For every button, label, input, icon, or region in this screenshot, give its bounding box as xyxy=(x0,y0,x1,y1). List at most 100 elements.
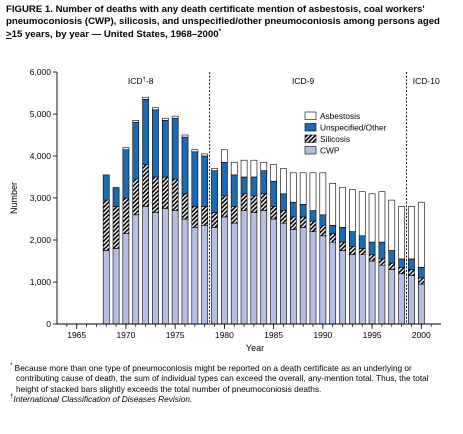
bar-segment-cwp-1975 xyxy=(171,210,179,325)
bar-segment-cwp-1998 xyxy=(398,273,405,325)
bar-segment-unspecified-other-1995 xyxy=(368,241,376,256)
bar-segment-asbestosis-1975 xyxy=(171,115,179,119)
x-tick-label: 1980 xyxy=(215,330,234,340)
bar-segment-asbestosis-1974 xyxy=(161,117,169,121)
bar-segment-unspecified-other-1988 xyxy=(299,204,307,218)
bar-segment-silicosis-1974 xyxy=(161,176,169,209)
bar-segment-cwp-1972 xyxy=(142,206,149,325)
bar-segment-silicosis-1971 xyxy=(132,178,140,216)
bar-segment-cwp-1988 xyxy=(299,227,307,325)
x-axis-title: Year xyxy=(246,343,264,353)
title-text-2: 15 years, by year — United States, 1968–… xyxy=(11,28,219,40)
bar-segment-cwp-1985 xyxy=(270,218,277,325)
bar-segment-cwp-1994 xyxy=(358,254,366,325)
icd-period-label: ICD-10 xyxy=(413,76,440,86)
x-tick-label: 2000 xyxy=(412,330,431,340)
bar-segment-cwp-1980 xyxy=(221,216,228,325)
bar-segment-cwp-1969 xyxy=(112,248,120,325)
bar-segment-silicosis-1984 xyxy=(260,193,268,211)
bar-segment-silicosis-1992 xyxy=(339,241,346,251)
y-tick-label: 0 xyxy=(46,319,51,329)
bar-segment-cwp-1999 xyxy=(408,275,415,325)
y-tick-label: 4,000 xyxy=(30,151,52,161)
bar-segment-silicosis-1979 xyxy=(211,212,218,228)
bar-segment-silicosis-1972 xyxy=(142,164,149,207)
bar-segment-asbestosis-1987 xyxy=(289,172,297,203)
bar-segment-cwp-1979 xyxy=(211,227,218,325)
bar-segment-silicosis-1980 xyxy=(221,195,228,218)
bar-segment-silicosis-1968 xyxy=(102,199,110,251)
bar-segment-unspecified-other-1986 xyxy=(280,193,287,211)
bar-segment-unspecified-other-1977 xyxy=(191,151,199,207)
bar-segment-asbestosis-1978 xyxy=(201,153,209,157)
bar-segment-cwp-1976 xyxy=(181,218,189,325)
bar-segment-unspecified-other-1975 xyxy=(171,117,179,180)
bar-segment-silicosis-1981 xyxy=(230,206,238,224)
bar-segment-silicosis-1975 xyxy=(171,178,179,211)
bar-segment-silicosis-1973 xyxy=(152,176,159,214)
bar-segment-asbestosis-1988 xyxy=(299,172,307,205)
bar-segment-asbestosis-1995 xyxy=(368,193,376,243)
bar-segment-asbestosis-1997 xyxy=(388,199,396,251)
bar-segment-silicosis-1988 xyxy=(299,216,307,228)
x-tick-label: 1970 xyxy=(116,330,135,340)
bar-segment-unspecified-other-1980 xyxy=(221,162,228,197)
bar-segment-unspecified-other-1982 xyxy=(240,176,248,195)
bar-segment-silicosis-1993 xyxy=(349,246,356,256)
footnote-dagger-text: International Classification of Diseases… xyxy=(13,393,193,404)
bar-segment-silicosis-1969 xyxy=(112,206,120,249)
legend-swatch-unspecified-other xyxy=(304,123,317,132)
bar-segment-asbestosis-2000 xyxy=(417,201,425,268)
bar-segment-asbestosis-1990 xyxy=(319,172,327,216)
bar-segment-unspecified-other-1991 xyxy=(329,225,337,235)
bar-segment-silicosis-1986 xyxy=(280,210,287,224)
bar-segment-unspecified-other-1985 xyxy=(270,180,277,207)
bar-segment-cwp-1997 xyxy=(388,269,396,325)
bar-segment-cwp-1986 xyxy=(280,222,287,325)
bar-segment-asbestosis-1981 xyxy=(230,162,238,176)
bar-segment-asbestosis-1980 xyxy=(221,149,228,163)
y-tick-label: 3,000 xyxy=(30,193,52,203)
title-ge-sign: > xyxy=(6,28,12,40)
bar-segment-unspecified-other-1968 xyxy=(102,174,110,201)
bar-segment-asbestosis-1994 xyxy=(358,191,366,237)
legend-label-asbestosis: Asbestosis xyxy=(320,111,360,121)
footnote-star-mark: * xyxy=(10,363,13,370)
bar-segment-cwp-1993 xyxy=(349,254,356,325)
bar-segment-silicosis-1985 xyxy=(270,206,277,220)
bar-segment-cwp-1977 xyxy=(191,227,199,325)
bar-segment-asbestosis-1976 xyxy=(181,134,189,138)
bar-segment-unspecified-other-1981 xyxy=(230,174,238,207)
bar-segment-unspecified-other-1983 xyxy=(250,176,258,197)
x-tick-label: 1985 xyxy=(264,330,283,340)
y-tick-label: 6,000 xyxy=(30,67,52,77)
bar-segment-cwp-1992 xyxy=(339,250,346,325)
bar-segment-unspecified-other-1998 xyxy=(398,258,405,268)
bar-segment-asbestosis-1983 xyxy=(250,159,258,178)
bar-segment-asbestosis-1993 xyxy=(349,189,356,232)
bar-segment-asbestosis-1979 xyxy=(211,168,218,172)
bar-segment-unspecified-other-1990 xyxy=(319,214,327,226)
bar-segment-asbestosis-1984 xyxy=(260,162,268,172)
bar-segment-cwp-1987 xyxy=(289,229,297,325)
bar-segment-asbestosis-1982 xyxy=(240,159,248,178)
bar-segment-silicosis-1994 xyxy=(358,248,366,255)
bar-segment-cwp-1989 xyxy=(309,231,317,325)
x-tick-label: 1975 xyxy=(166,330,185,340)
y-tick-label: 5,000 xyxy=(30,109,52,119)
bar-segment-silicosis-1990 xyxy=(319,225,327,237)
bar-segment-silicosis-1970 xyxy=(122,197,130,235)
bar-segment-asbestosis-1989 xyxy=(309,172,317,211)
bar-segment-unspecified-other-1979 xyxy=(211,170,218,213)
bar-segment-asbestosis-1991 xyxy=(329,183,337,226)
bar-segment-unspecified-other-1970 xyxy=(122,149,130,199)
icd-period-label: ICD†-8 xyxy=(128,76,154,86)
bar-segment-cwp-1974 xyxy=(161,208,169,325)
icd-period-label: ICD-9 xyxy=(292,76,314,86)
bar-segment-silicosis-1997 xyxy=(388,262,396,270)
legend-swatch-asbestosis xyxy=(304,111,317,120)
footnote-star-text: Because more than one type of pneumoconi… xyxy=(14,363,429,394)
bar-segment-asbestosis-1971 xyxy=(132,120,140,123)
bar-segment-unspecified-other-1993 xyxy=(349,231,356,247)
